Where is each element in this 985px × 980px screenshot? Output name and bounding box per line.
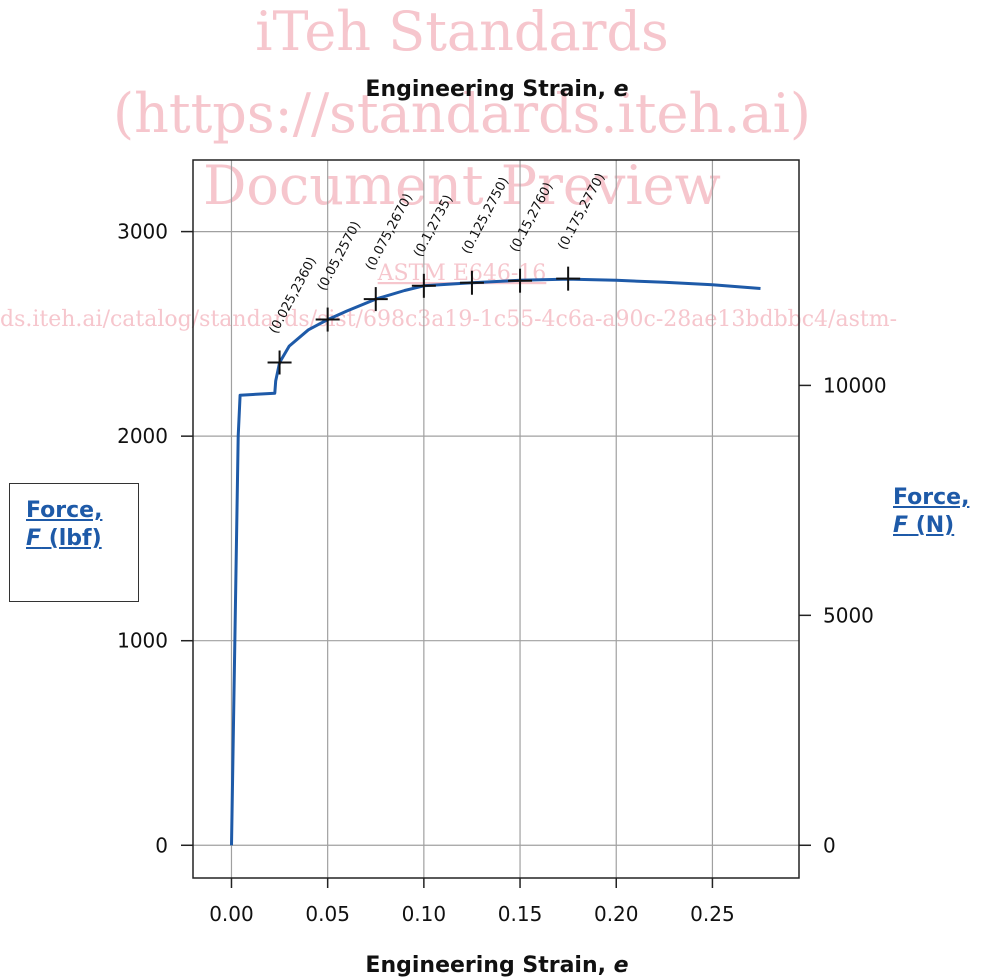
left-axis-label-line2: F (lbf) xyxy=(26,525,102,553)
left-axis-label-symbol: F xyxy=(26,526,42,551)
force-curve xyxy=(230,277,761,846)
x-axis-title: Engineering Strain, e xyxy=(365,953,628,978)
data-point-marker xyxy=(267,350,292,375)
x-tick-label: 0.20 xyxy=(594,902,639,926)
left-axis-label-unit: (lbf) xyxy=(41,526,102,551)
right-axis-label: Force, F (N) xyxy=(893,484,969,540)
left-axis-label-line1: Force, xyxy=(26,498,103,523)
y2-tick-label: 10000 xyxy=(823,373,887,397)
y2-tick-label: 5000 xyxy=(823,603,874,627)
right-axis-label-unit: (N) xyxy=(908,513,955,538)
plot-frame xyxy=(192,159,800,879)
right-axis-label-line1: Force, xyxy=(893,485,970,510)
data-point-label: (0.05,2570) xyxy=(315,219,364,293)
watermark-line-1: iTeh Standards xyxy=(255,0,669,63)
y-tick-label: 1000 xyxy=(117,629,168,653)
x-tick-label: 0.00 xyxy=(209,902,254,926)
x-axis-title-italic: e xyxy=(614,953,629,978)
watermark-line-3: Document Preview xyxy=(203,154,721,217)
data-point-marker xyxy=(363,287,388,312)
top-axis-title: Engineering Strain, e xyxy=(365,77,628,102)
data-point-marker xyxy=(556,266,581,291)
x-tick-label: 0.05 xyxy=(305,902,350,926)
watermark-line-5: ds.iteh.ai/catalog/standards/sist/698c3a… xyxy=(0,307,897,332)
x-tick-label: 0.15 xyxy=(498,902,543,926)
x-tick-label: 0.25 xyxy=(690,902,735,926)
data-point-marker xyxy=(411,273,436,298)
axis-ticks: 0.00 0.05 0.10 0.15 0.20 0.25 0 1000 2000 3000 0 50… xyxy=(117,220,887,926)
data-point-marker xyxy=(459,270,484,295)
data-point-marker xyxy=(315,307,340,332)
top-axis-title-text: Engineering Strain, xyxy=(365,77,613,102)
y-tick-label: 0 xyxy=(155,833,168,857)
y-tick-label: 2000 xyxy=(117,424,168,448)
top-axis-title-italic: e xyxy=(614,77,629,102)
watermark: iTeh Standards (https://standards.iteh.a… xyxy=(0,0,897,332)
right-axis-label-line2: F (N) xyxy=(893,512,969,540)
x-tick-label: 0.10 xyxy=(402,902,447,926)
y2-tick-label: 0 xyxy=(823,833,836,857)
force-curve-layer xyxy=(230,277,761,846)
y-tick-label: 3000 xyxy=(117,220,168,244)
watermark-line-2: (https://standards.iteh.ai) xyxy=(113,82,811,145)
left-axis-label-box xyxy=(9,483,139,602)
right-axis-label-symbol: F xyxy=(893,513,909,538)
data-point-marker xyxy=(508,268,533,293)
left-axis-label: Force, F (lbf) xyxy=(26,497,102,553)
x-axis-title-text: Engineering Strain, xyxy=(365,953,613,978)
